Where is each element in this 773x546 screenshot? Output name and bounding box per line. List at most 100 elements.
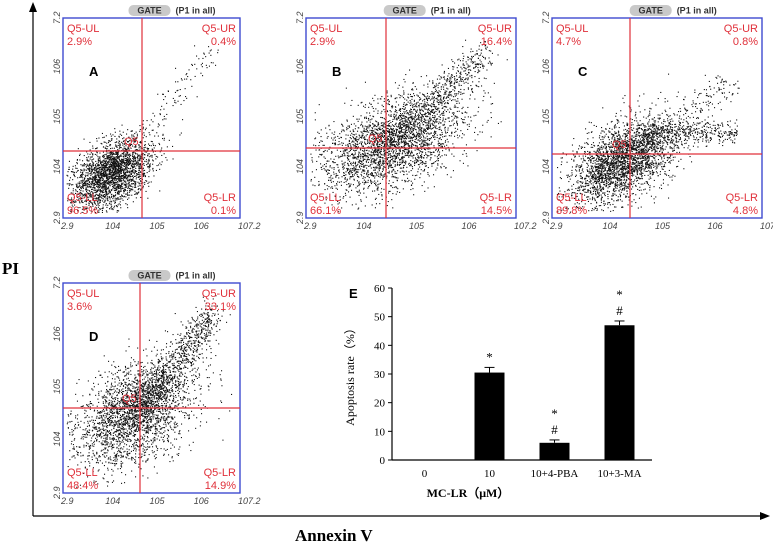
quadrant-ur-name: Q5-UR (724, 23, 758, 35)
gate-badge (629, 5, 672, 16)
gate-sub-label: (P1 in all) (431, 6, 471, 16)
y-tick-label: 10 (374, 426, 386, 438)
quadrant-lr-name: Q5-LR (204, 467, 236, 479)
quadrant-ur-value: 16.4% (481, 36, 512, 48)
quadrant-lr-value: 14.5% (481, 205, 512, 217)
x-tick-label: 104 (603, 221, 618, 231)
gate-badge (128, 270, 171, 281)
x-tick-label: 104 (105, 221, 120, 231)
figure-x-label: Annexin V (295, 526, 373, 545)
y-tick-label: 104 (52, 159, 62, 174)
x-tick-label: 105 (409, 221, 425, 231)
x-tick-label: 105 (655, 221, 671, 231)
scatter-dots (66, 295, 233, 488)
x-tick-label: 106 (194, 221, 209, 231)
quadrant-ll-name: Q5-LL (67, 467, 98, 479)
gate-badge (383, 5, 426, 16)
gate-badge (128, 5, 171, 16)
flow-panel-c: GATE (P1 in all) Q5-UL4.7% Q5-UR0.8% Q5-LL89… (541, 5, 773, 231)
x-tick-label: 106 (194, 496, 209, 506)
quadrant-ul-value: 2.9% (67, 36, 92, 48)
y-tick-label: 50 (374, 312, 386, 324)
y-tick-label: 105 (52, 378, 62, 394)
quadrant-center-label: Q5 (122, 393, 137, 405)
y-tick-label: 30 (374, 369, 386, 381)
gate-sub-label: (P1 in all) (175, 6, 215, 16)
y-tick-label: 2.9 (52, 486, 62, 500)
quadrant-ur-value: 0.4% (211, 36, 236, 48)
y-tick-label: 105 (541, 108, 551, 124)
y-tick-label: 7.2 (52, 276, 62, 289)
panel-frame (62, 17, 241, 219)
x-tick-label: 2.9 (60, 496, 74, 506)
x-tick-label: 107.2 (238, 496, 261, 506)
quadrant-ul-value: 4.7% (556, 36, 581, 48)
quadrant-ul-value: 3.6% (67, 301, 92, 313)
significance-mark: * (551, 406, 558, 421)
y-tick-label: 7.2 (541, 11, 551, 24)
quadrant-ll-value: 66.1% (310, 205, 341, 217)
gate-label: GATE (137, 271, 161, 281)
quadrant-ul-name: Q5-UL (67, 23, 99, 35)
quadrant-ll-value: 96.5% (67, 205, 98, 217)
quadrant-lr-value: 4.8% (733, 205, 758, 217)
y-axis-label: Apoptosis rate（%） (343, 322, 357, 426)
y-tick-label: 105 (52, 108, 62, 124)
y-tick-label: 106 (295, 59, 305, 74)
significance-mark: # (616, 303, 623, 318)
y-tick-label: 106 (52, 59, 62, 74)
panel-letter: B (332, 64, 341, 79)
gate-label: GATE (639, 6, 663, 16)
significance-mark: * (486, 349, 493, 364)
y-tick-label: 2.9 (541, 211, 551, 225)
x-tick-label: 2.9 (303, 221, 317, 231)
quadrant-ur-name: Q5-UR (202, 23, 236, 35)
quadrant-ul-name: Q5-UL (310, 23, 342, 35)
x-tick-label: 105 (150, 496, 166, 506)
scatter-dots (310, 30, 508, 213)
y-tick-label: 2.9 (295, 211, 305, 225)
quadrant-ll-name: Q5-LL (556, 192, 587, 204)
x-tick-label: 105 (150, 221, 166, 231)
quadrant-lr-value: 0.1% (211, 205, 236, 217)
x-tick-label: 107.2 (760, 221, 773, 231)
gate-sub-label: (P1 in all) (175, 271, 215, 281)
quadrant-ur-value: 33.1% (205, 301, 236, 313)
flow-panel-a: GATE (P1 in all) Q5-UL2.9% Q5-UR0.4% Q5-LL96… (52, 5, 261, 231)
quadrant-lr-value: 14.9% (205, 480, 236, 492)
x-tick-label: 104 (357, 221, 372, 231)
y-tick-label: 106 (541, 59, 551, 74)
chart-letter: E (349, 286, 358, 301)
panel-letter: C (578, 64, 588, 79)
y-tick-label: 106 (52, 326, 62, 341)
quadrant-ll-value: 48.4% (67, 480, 98, 492)
flow-panels: GATE (P1 in all)Q5-UL2.9%Q5-UR0.4%Q5-LL96… (52, 5, 773, 506)
bar (604, 325, 635, 460)
panel-frame (305, 17, 517, 219)
y-tick-label: 2.9 (52, 211, 62, 225)
figure-y-label: PI (2, 259, 19, 278)
gate-label: GATE (137, 6, 161, 16)
bar (539, 442, 570, 460)
gate-sub-label: (P1 in all) (677, 6, 717, 16)
y-tick-label: 104 (295, 159, 305, 174)
y-tick-label: 20 (374, 398, 386, 410)
y-tick-label: 104 (52, 431, 62, 446)
quadrant-ll-value: 89.8% (556, 205, 587, 217)
y-tick-label: 104 (541, 159, 551, 174)
quadrant-ul-name: Q5-UL (556, 23, 588, 35)
x-tick-label: 10+4-PBA (531, 468, 579, 480)
quadrant-lr-name: Q5-LR (726, 192, 758, 204)
significance-mark: # (551, 422, 558, 437)
x-tick-label: 10 (484, 468, 496, 480)
quadrant-ur-name: Q5-UR (202, 288, 236, 300)
x-tick-label: 104 (105, 496, 120, 506)
x-tick-label: 107.2 (514, 221, 537, 231)
x-tick-label: 106 (462, 221, 477, 231)
panel-letter: A (89, 64, 99, 79)
